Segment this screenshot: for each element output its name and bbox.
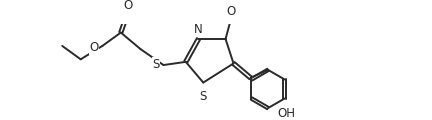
Text: O: O	[123, 0, 132, 12]
Text: N: N	[194, 23, 203, 36]
Text: O: O	[89, 41, 98, 54]
Text: OH: OH	[277, 107, 295, 120]
Text: O: O	[226, 5, 235, 18]
Text: S: S	[200, 90, 207, 103]
Text: S: S	[152, 58, 160, 71]
